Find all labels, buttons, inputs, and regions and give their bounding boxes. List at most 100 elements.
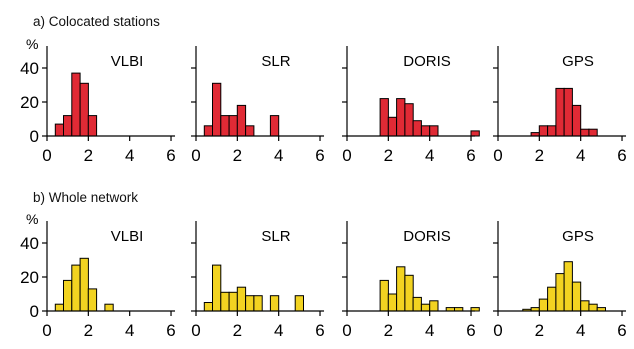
bar-gps-colocated-4 [563,87,573,137]
bar-vlbi-whole-1 [63,279,73,312]
x-tick-label-doris-colocated-0: 0 [342,146,351,165]
bar-doris-colocated-0 [379,98,389,137]
bar-slr-whole-6 [253,295,263,312]
panel-label-doris-whole: DORIS [403,228,451,245]
bar-doris-colocated-6 [429,125,439,137]
bar-gps-colocated-5 [571,104,582,137]
x-tick-label-gps-whole-6: 6 [617,321,626,340]
bar-gps-whole-4 [555,273,565,312]
bar-gps-whole-6 [571,281,582,312]
bar-gps-whole-3 [547,286,557,312]
panel-label-slr-whole: SLR [261,228,290,245]
section-b-percent-label: % [26,211,38,227]
y-tick-label-vlbi-colocated-0: 0 [30,127,39,146]
x-tick-label-slr-whole-4: 4 [274,321,283,340]
bar-vlbi-whole-0 [54,303,65,312]
panel-doris-whole: 0 2 4 6 DORIS [342,221,480,340]
bar-slr-whole-5 [245,295,255,312]
x-tick-label-slr-whole-2: 2 [233,321,242,340]
bar-slr-whole-4 [236,286,247,312]
bar-slr-colocated-6 [269,115,280,137]
x-tick-label-doris-colocated-2: 2 [384,146,393,165]
x-tick-label-vlbi-colocated-4: 4 [125,146,134,165]
panel-label-gps-whole: GPS [562,228,594,245]
bar-slr-colocated-4 [236,104,247,137]
x-tick-label-vlbi-whole-0: 0 [42,321,51,340]
x-tick-label-vlbi-whole-2: 2 [84,321,93,340]
bar-vlbi-colocated-0 [54,123,65,137]
x-tick-label-vlbi-whole-6: 6 [166,321,175,340]
section-b-title: b) Whole network [33,190,138,205]
bar-vlbi-whole-5 [104,303,114,312]
bar-doris-colocated-1 [387,116,398,137]
bar-slr-whole-0 [203,302,214,312]
bar-slr-colocated-5 [245,125,255,137]
bar-vlbi-colocated-1 [63,115,73,137]
y-tick-label-vlbi-colocated-20: 20 [20,93,39,112]
bar-vlbi-whole-4 [87,288,98,312]
x-tick-label-doris-whole-0: 0 [342,321,351,340]
x-tick-label-slr-colocated-2: 2 [233,146,242,165]
x-tick-label-gps-whole-2: 2 [535,321,544,340]
bar-doris-colocated-7 [470,130,480,137]
y-tick-label-vlbi-whole-0: 0 [30,302,39,321]
panel-slr-whole: 0 2 4 6 SLR [191,221,325,340]
y-tick-label-vlbi-whole-40: 40 [20,234,39,253]
panel-vlbi-colocated: 0 2 4 6 0 20 40 VLBI [20,46,176,165]
bar-gps-colocated-1 [538,125,549,137]
bar-vlbi-colocated-4 [87,115,98,137]
bar-slr-colocated-2 [220,115,230,137]
panel-gps-colocated: 0 2 4 6 GPS [493,46,627,165]
section-a-title: a) Colocated stations [33,14,160,29]
panel-label-vlbi-colocated: VLBI [111,53,144,70]
bar-doris-whole-3 [404,274,414,312]
panel-doris-colocated: 0 2 4 6 DORIS [342,46,480,165]
bar-slr-whole-1 [212,264,222,312]
bar-gps-whole-8 [588,303,598,312]
x-tick-label-vlbi-whole-4: 4 [125,321,134,340]
x-tick-label-slr-whole-6: 6 [315,321,324,340]
bar-doris-whole-4 [412,296,422,312]
x-tick-label-doris-colocated-4: 4 [425,146,434,165]
bar-vlbi-colocated-2 [71,72,81,137]
bar-vlbi-colocated-3 [79,82,89,137]
bar-slr-whole-2 [220,291,230,312]
panel-label-doris-colocated: DORIS [403,53,451,70]
x-tick-label-doris-colocated-6: 6 [466,146,475,165]
x-tick-label-vlbi-colocated-0: 0 [42,146,51,165]
x-tick-label-gps-whole-0: 0 [493,321,502,340]
bar-gps-whole-2 [538,298,549,312]
bar-slr-colocated-3 [228,115,238,137]
y-tick-label-vlbi-colocated-40: 40 [20,59,39,78]
bar-gps-colocated-7 [588,128,598,137]
section-a-percent-label: % [26,36,38,52]
x-tick-label-gps-colocated-2: 2 [535,146,544,165]
x-tick-label-doris-whole-2: 2 [384,321,393,340]
x-tick-label-gps-whole-4: 4 [576,321,585,340]
x-tick-label-gps-colocated-4: 4 [576,146,585,165]
panel-label-gps-colocated: GPS [562,53,594,70]
bar-gps-whole-5 [563,261,573,312]
bar-vlbi-whole-3 [79,257,89,312]
bar-gps-colocated-3 [555,87,565,137]
bar-doris-whole-5 [420,303,431,312]
panel-gps-whole: 0 2 4 6 GPS [493,221,627,340]
panel-label-vlbi-whole: VLBI [111,228,144,245]
bar-gps-whole-7 [580,300,590,312]
bar-doris-whole-6 [429,300,439,312]
x-tick-label-doris-whole-4: 4 [425,321,434,340]
bar-doris-colocated-2 [396,98,406,137]
x-tick-label-doris-whole-6: 6 [466,321,475,340]
x-tick-label-gps-colocated-6: 6 [617,146,626,165]
bar-doris-whole-0 [379,279,389,312]
bar-gps-colocated-2 [547,125,557,137]
y-tick-label-vlbi-whole-20: 20 [20,268,39,287]
x-tick-label-slr-colocated-6: 6 [315,146,324,165]
bar-doris-colocated-5 [420,125,431,137]
bar-doris-whole-1 [387,293,398,312]
bar-slr-colocated-1 [212,82,222,137]
bar-vlbi-whole-2 [71,264,81,312]
bar-doris-whole-2 [396,266,406,312]
